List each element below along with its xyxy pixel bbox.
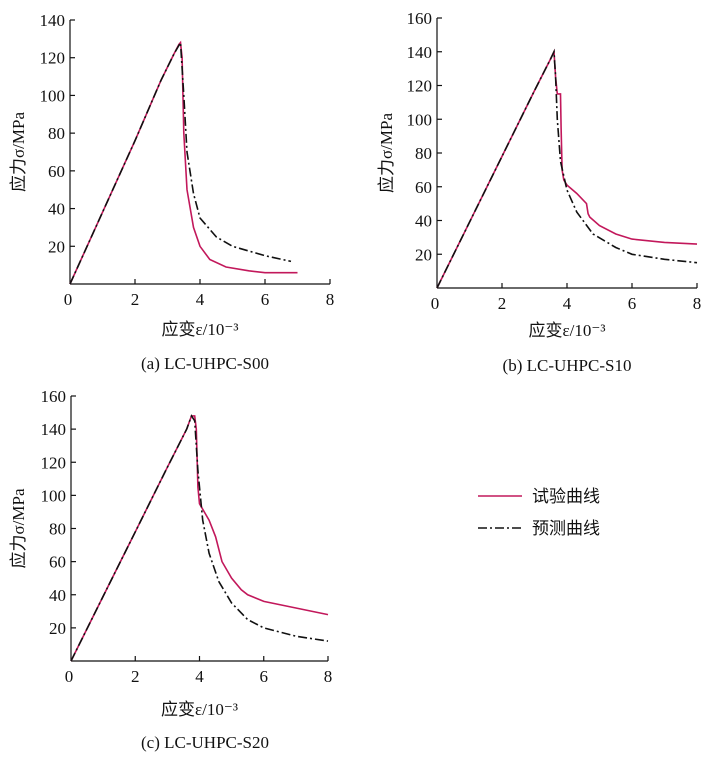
caption-b: (b) LC-UHPC-S10 bbox=[503, 356, 632, 375]
y-tick-label-a: 60 bbox=[48, 162, 65, 181]
caption-a: (a) LC-UHPC-S00 bbox=[141, 354, 269, 373]
y-tick-label-b: 80 bbox=[415, 144, 432, 163]
series-pred-a bbox=[69, 39, 292, 285]
x-axis-label-a: 应变ε/10⁻³ bbox=[162, 320, 239, 339]
y-tick-label-b: 20 bbox=[415, 245, 432, 264]
series-exp-a bbox=[69, 40, 298, 285]
chart-b: 0 2 4 6 8 20 40 60 80 100 120 140 160 应变ε/10⁻³ 应力σ/MPa… bbox=[377, 9, 701, 375]
y-tick-label-c: 20 bbox=[49, 619, 66, 638]
x-axis-label-c: 应变ε/10⁻³ bbox=[161, 700, 238, 719]
x-tick-label-c: 0 bbox=[65, 667, 74, 686]
y-tick-label-b: 160 bbox=[407, 9, 433, 28]
y-tick-label-b: 120 bbox=[407, 77, 433, 96]
y-tick-label-c: 120 bbox=[41, 453, 67, 472]
legend: 试验曲线 预测曲线 bbox=[478, 487, 600, 539]
x-tick-label-a: 2 bbox=[131, 290, 140, 309]
y-tick-label-b: 40 bbox=[415, 212, 432, 231]
y-tick-label-c: 80 bbox=[49, 520, 66, 539]
legend-label-pred: 预测曲线 bbox=[532, 519, 600, 539]
x-tick-label-b: 8 bbox=[693, 294, 702, 313]
x-tick-label-c: 6 bbox=[260, 667, 269, 686]
series-pred-b bbox=[436, 48, 698, 289]
chart-c: 0 2 4 6 8 20 40 60 80 100 120 140 160 应变ε/10⁻³ 应力σ/MPa… bbox=[9, 387, 332, 752]
y-axis-label-c: 应力σ/MPa bbox=[9, 488, 28, 568]
y-tick-label-b: 100 bbox=[407, 110, 433, 129]
y-axis-label-b: 应力σ/MPa bbox=[377, 113, 396, 193]
x-tick-label-b: 2 bbox=[498, 294, 507, 313]
chart-a: 0 2 4 6 8 20 40 60 80 100 120 140 应变ε/10⁻³ 应力σ/MPa (a)… bbox=[9, 11, 334, 373]
x-tick-label-c: 4 bbox=[195, 667, 204, 686]
y-tick-label-a: 80 bbox=[48, 124, 65, 143]
y-tick-label-c: 100 bbox=[41, 486, 67, 505]
x-tick-label-c: 2 bbox=[131, 667, 140, 686]
y-axis-label-a: 应力σ/MPa bbox=[9, 112, 28, 192]
x-tick-label-b: 0 bbox=[431, 294, 440, 313]
series-pred-c bbox=[70, 414, 329, 662]
caption-c: (c) LC-UHPC-S20 bbox=[141, 733, 269, 752]
series-exp-c bbox=[70, 415, 329, 662]
x-tick-label-b: 6 bbox=[628, 294, 637, 313]
y-tick-label-a: 100 bbox=[40, 86, 66, 105]
y-tick-label-a: 120 bbox=[40, 49, 66, 68]
y-tick-label-c: 40 bbox=[49, 586, 66, 605]
x-tick-label-a: 8 bbox=[326, 290, 335, 309]
y-tick-label-c: 160 bbox=[41, 387, 67, 406]
y-tick-label-a: 40 bbox=[48, 200, 65, 219]
x-tick-label-a: 4 bbox=[196, 290, 205, 309]
y-tick-label-a: 140 bbox=[40, 11, 66, 30]
y-tick-label-a: 20 bbox=[48, 237, 65, 256]
x-tick-label-b: 4 bbox=[563, 294, 572, 313]
series-exp-b bbox=[436, 48, 698, 289]
y-tick-label-c: 140 bbox=[41, 420, 67, 439]
y-tick-label-c: 60 bbox=[49, 553, 66, 572]
x-axis-label-b: 应变ε/10⁻³ bbox=[529, 321, 606, 340]
y-tick-label-b: 140 bbox=[407, 43, 433, 62]
y-tick-label-b: 60 bbox=[415, 178, 432, 197]
legend-label-exp: 试验曲线 bbox=[532, 487, 600, 507]
x-tick-label-a: 6 bbox=[261, 290, 270, 309]
x-tick-label-c: 8 bbox=[324, 667, 333, 686]
x-tick-label-a: 0 bbox=[64, 290, 73, 309]
